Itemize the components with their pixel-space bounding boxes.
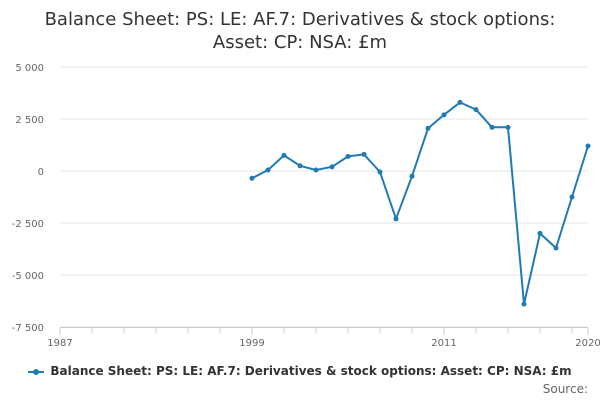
data-point[interactable]: [297, 163, 303, 169]
data-point[interactable]: [521, 301, 527, 307]
x-tick-label: 2020: [575, 338, 600, 349]
data-point[interactable]: [425, 125, 431, 131]
x-tick-label: 2011: [431, 338, 456, 349]
y-tick-label: -7 500: [12, 323, 44, 334]
data-point[interactable]: [505, 124, 511, 130]
legend-swatch: [28, 367, 45, 377]
data-point[interactable]: [329, 164, 335, 170]
data-point[interactable]: [569, 194, 575, 200]
y-tick-label: 0: [38, 167, 44, 178]
data-point[interactable]: [393, 216, 399, 222]
data-point[interactable]: [585, 143, 591, 149]
chart-title-line-2: Asset: CP: NSA: £m: [212, 32, 388, 53]
data-point[interactable]: [441, 112, 447, 118]
data-point[interactable]: [345, 153, 351, 159]
y-axis: 5 000 2 500 0 -2 500 -5 000 -7 500: [12, 63, 44, 334]
data-point[interactable]: [361, 151, 367, 157]
data-point[interactable]: [457, 99, 463, 105]
data-point[interactable]: [249, 175, 255, 181]
legend[interactable]: Balance Sheet: PS: LE: AF.7: Derivatives…: [0, 364, 600, 378]
data-point[interactable]: [377, 169, 383, 175]
gridlines: [60, 66, 588, 328]
data-point[interactable]: [537, 230, 543, 236]
data-point[interactable]: [313, 167, 319, 173]
x-axis: 1987 1999 2011 2020: [47, 327, 600, 349]
data-point[interactable]: [281, 152, 287, 158]
data-point[interactable]: [553, 245, 559, 251]
legend-label: Balance Sheet: PS: LE: AF.7: Derivatives…: [50, 364, 572, 378]
data-point[interactable]: [473, 107, 479, 113]
series-group: [249, 99, 591, 307]
data-point[interactable]: [489, 124, 495, 130]
chart-title: Balance Sheet: PS: LE: AF.7: Derivatives…: [0, 8, 600, 54]
data-point[interactable]: [409, 173, 415, 179]
chart-title-line-1: Balance Sheet: PS: LE: AF.7: Derivatives…: [44, 9, 556, 30]
series-line: [251, 101, 589, 306]
x-tick-label: 1999: [239, 338, 264, 349]
x-tick-label: 1987: [47, 338, 72, 349]
y-tick-label: 5 000: [15, 63, 44, 74]
y-tick-label: -5 000: [12, 271, 44, 282]
source-label: Source:: [542, 382, 588, 396]
y-tick-label: 2 500: [15, 115, 44, 126]
data-point[interactable]: [265, 167, 271, 173]
y-tick-label: -2 500: [12, 219, 44, 230]
